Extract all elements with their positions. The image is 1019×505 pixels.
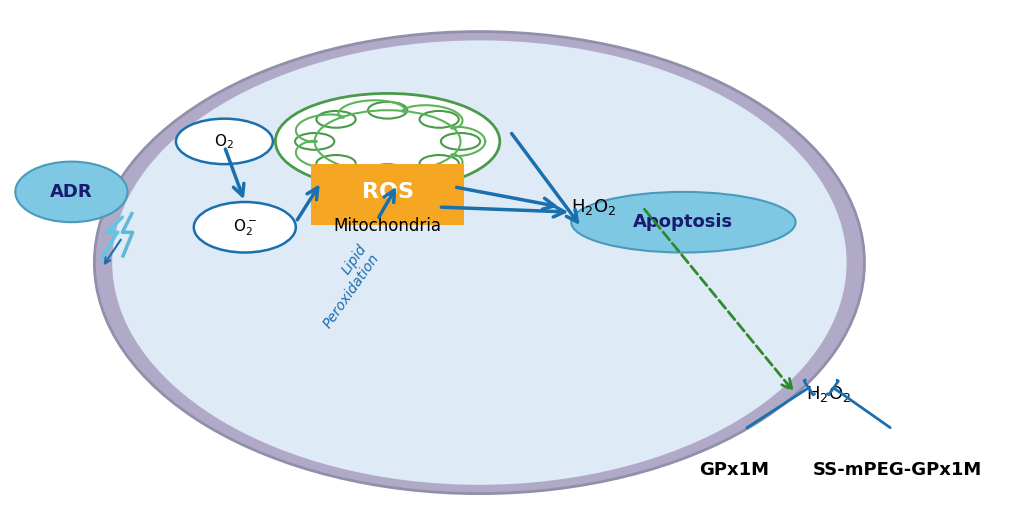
Ellipse shape [419, 111, 459, 128]
Text: Apoptosis: Apoptosis [633, 213, 733, 231]
Ellipse shape [368, 102, 407, 119]
Ellipse shape [94, 31, 864, 494]
Ellipse shape [15, 162, 127, 222]
Text: O$_2^-$: O$_2^-$ [232, 217, 257, 237]
Text: H$_2$O$_2$: H$_2$O$_2$ [805, 384, 850, 404]
Ellipse shape [275, 93, 499, 189]
Ellipse shape [176, 119, 273, 164]
Ellipse shape [194, 202, 296, 252]
Text: ADR: ADR [50, 183, 93, 201]
Ellipse shape [440, 133, 480, 150]
Ellipse shape [112, 40, 846, 485]
FancyBboxPatch shape [311, 164, 464, 225]
Ellipse shape [294, 133, 334, 150]
Text: SS-mPEG-GPx1M: SS-mPEG-GPx1M [812, 461, 981, 479]
Text: GPx1M: GPx1M [699, 461, 768, 479]
Text: H$_2$O$_2$: H$_2$O$_2$ [571, 197, 615, 217]
Ellipse shape [571, 192, 795, 252]
Ellipse shape [316, 155, 356, 172]
Ellipse shape [419, 155, 459, 172]
Ellipse shape [316, 111, 356, 128]
Text: O$_2$: O$_2$ [214, 132, 234, 151]
Ellipse shape [368, 164, 407, 181]
Text: Mitochondria: Mitochondria [333, 217, 441, 235]
Text: ROS: ROS [362, 182, 413, 202]
Text: Lipid
Peroxidation: Lipid Peroxidation [308, 242, 382, 331]
